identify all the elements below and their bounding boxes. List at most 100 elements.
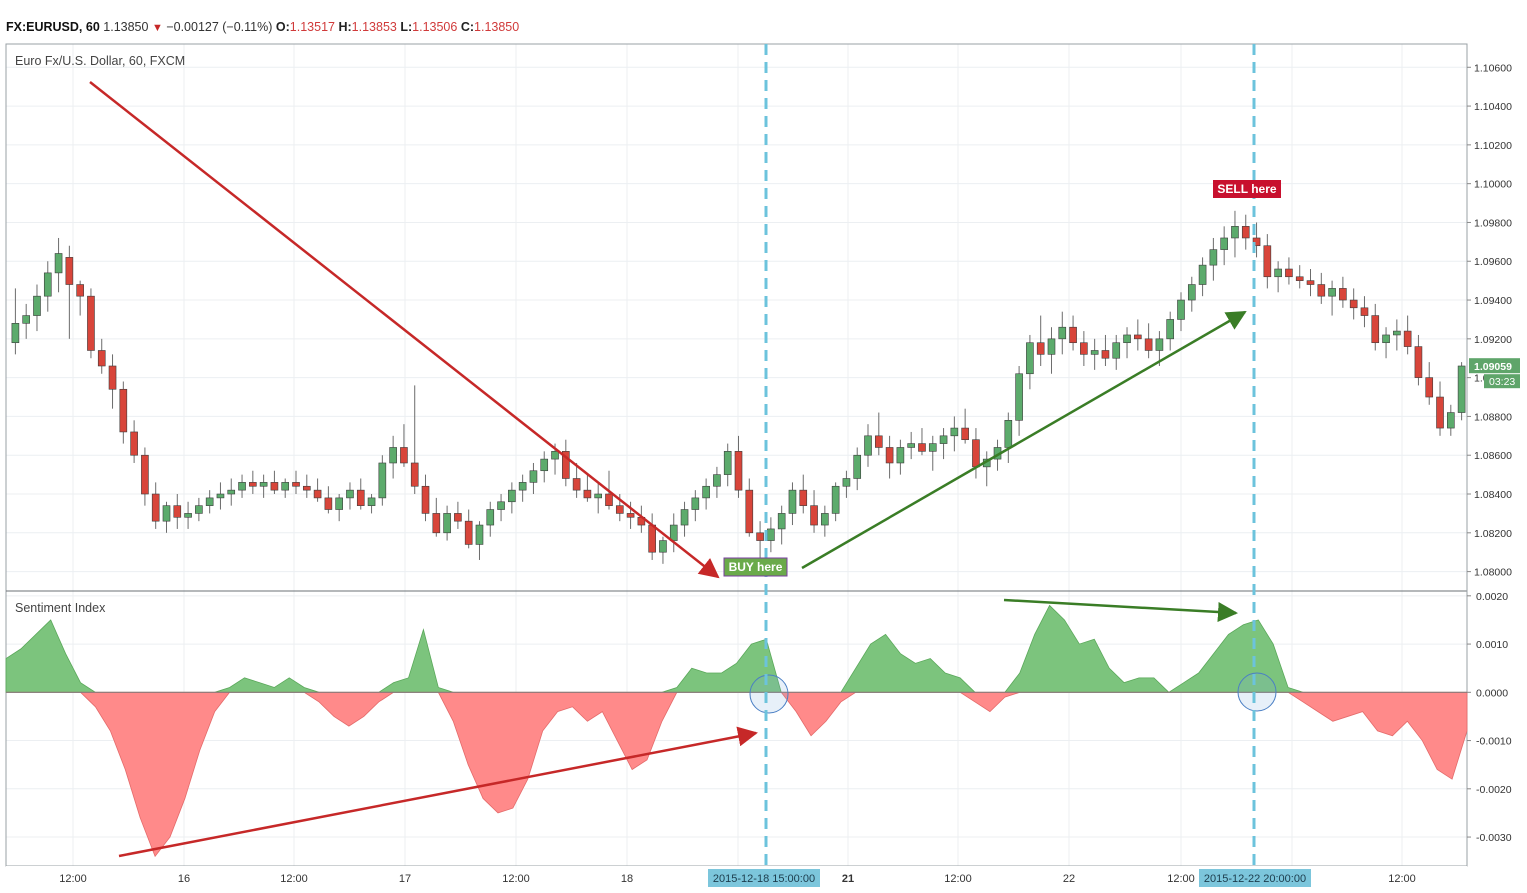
candle (723, 443, 732, 487)
candle (87, 288, 95, 359)
y-tick-label: 1.08200 (1474, 528, 1512, 540)
x-tick-label: 12:00 (59, 873, 87, 885)
x-tick-label: 12:00 (1167, 873, 1195, 885)
candle (1144, 323, 1153, 359)
candle (367, 494, 376, 514)
candle (1295, 265, 1304, 289)
candle (864, 424, 872, 467)
candle (659, 536, 667, 564)
y-tick-label: 0.0020 (1476, 591, 1508, 603)
y-tick-label: 1.08600 (1474, 450, 1512, 462)
candle (1393, 319, 1401, 351)
candle (821, 505, 829, 537)
candle (1187, 276, 1196, 312)
crosshair-date-badge (708, 869, 820, 887)
annotation-badges: BUY here SELL here (723, 180, 1281, 577)
sentiment-positive-area (5, 604, 1467, 693)
candle (205, 490, 214, 514)
y-tick-label: -0.0030 (1476, 832, 1512, 844)
candle (324, 486, 333, 514)
candle (421, 474, 430, 522)
buy-here-label: BUY here (729, 560, 783, 574)
y-tick-label: 1.10200 (1474, 140, 1512, 152)
candle (907, 431, 915, 460)
close-label: C: (460, 20, 475, 34)
candle (238, 474, 246, 498)
price-change: −0.00127 (−0.11%) (166, 20, 273, 34)
price-uptrend-arrow (801, 310, 1247, 570)
candle (745, 478, 754, 537)
trend-arrows (89, 81, 1247, 858)
candle (1166, 311, 1175, 351)
candle (1339, 276, 1347, 308)
sell-here-label: SELL here (1217, 182, 1276, 196)
x-tick-label: 2015-12-18 15:00:00 (713, 873, 815, 885)
candle (691, 490, 700, 522)
candle (874, 412, 883, 456)
candle (54, 237, 63, 293)
candle (464, 509, 473, 549)
y-tick-label: 0.0010 (1476, 639, 1508, 651)
candle (259, 474, 268, 498)
candle (594, 482, 603, 514)
candle (572, 462, 581, 498)
sentiment-area-series (5, 604, 1468, 858)
candle (346, 482, 354, 510)
candle (1069, 315, 1077, 351)
candle (454, 501, 462, 529)
candle (162, 501, 171, 533)
candle (680, 501, 689, 537)
candle (1090, 338, 1099, 370)
candlestick-series (11, 210, 1466, 564)
candle (443, 505, 451, 541)
candle (669, 513, 678, 553)
candle (1328, 280, 1336, 316)
y-tick-label: -0.0010 (1476, 736, 1512, 748)
buy-here-badge (723, 557, 788, 577)
y-tick-label: 1.09600 (1474, 256, 1512, 268)
candle (302, 474, 311, 498)
candle (33, 284, 41, 332)
candle (950, 416, 959, 452)
candle (939, 428, 948, 460)
candle (885, 435, 894, 479)
sell-cross-marker (1237, 672, 1277, 712)
candle (1382, 327, 1390, 359)
y-tick-label: 1.10600 (1474, 62, 1512, 74)
candle (1026, 334, 1034, 390)
y-tick-label: 0.0000 (1476, 687, 1508, 699)
candle (141, 447, 149, 506)
candle (22, 303, 30, 339)
x-tick-label: 12:00 (502, 873, 530, 885)
candle (529, 462, 538, 495)
crosshair-date-badge (1199, 869, 1311, 887)
candle (918, 428, 926, 456)
candle (928, 435, 937, 471)
candle (400, 424, 408, 467)
y-tick-label: -0.0020 (1476, 784, 1512, 796)
candle (583, 474, 592, 502)
candle (810, 490, 818, 533)
open-label: O: (275, 20, 290, 34)
candle (1360, 296, 1369, 328)
sentiment-divergence-arrow (118, 726, 758, 858)
x-axis-labels: 12:00 16 12:00 17 12:00 18 2015-12-18 15:00:00… (6, 866, 1467, 893)
x-tick-label: 16 (178, 873, 190, 885)
candle (1274, 261, 1282, 293)
candle (151, 482, 160, 529)
candle (972, 428, 980, 479)
candle (1015, 365, 1023, 436)
high-value: 1.13853 (351, 20, 397, 34)
x-tick-label: 21 (842, 873, 854, 885)
candle (1306, 269, 1315, 297)
countdown-badge (1484, 374, 1520, 389)
candle (896, 439, 905, 475)
candle (432, 497, 441, 537)
candle (961, 408, 969, 444)
buy-cross-marker (749, 674, 789, 714)
candle (195, 497, 203, 522)
candle (734, 435, 743, 498)
candle (227, 478, 236, 506)
candle (1209, 237, 1218, 281)
